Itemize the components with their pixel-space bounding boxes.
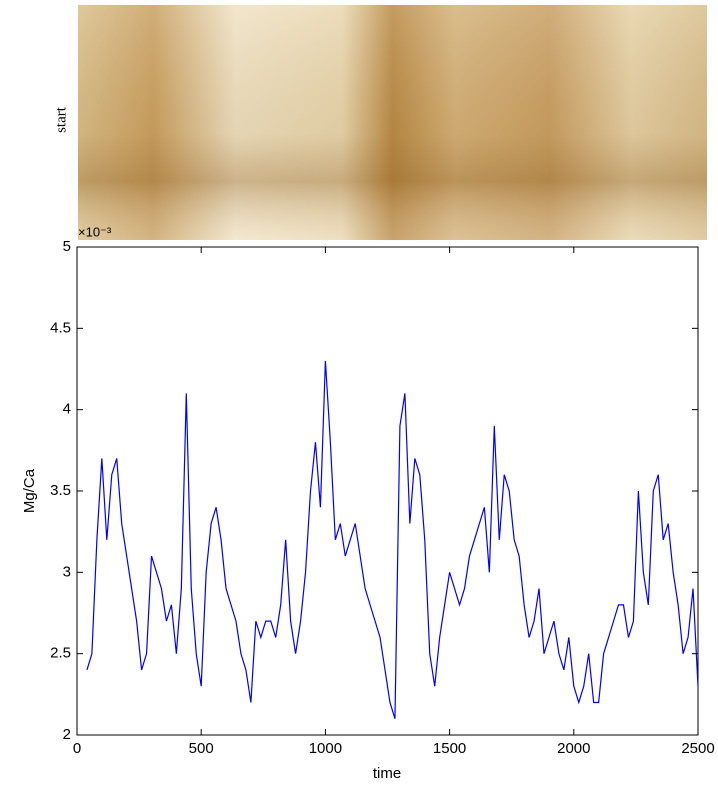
y-multiplier: ×10⁻³ bbox=[78, 224, 112, 239]
x-tick-label: 2000 bbox=[557, 740, 590, 757]
y-tick-label: 4.5 bbox=[50, 319, 71, 336]
y-tick-label: 5 bbox=[63, 238, 71, 255]
data-line bbox=[86, 360, 699, 719]
x-tick-label: 1000 bbox=[309, 740, 342, 757]
x-axis-label: time bbox=[373, 765, 401, 782]
y-tick-label: 4 bbox=[63, 401, 71, 418]
shell-image-shade bbox=[78, 5, 707, 240]
y-axis-label: Mg/Ca bbox=[21, 468, 38, 513]
y-tick-label: 3.5 bbox=[50, 482, 71, 499]
y-tick-label: 3 bbox=[63, 563, 71, 580]
x-tick-label: 0 bbox=[73, 740, 81, 757]
x-tick-label: 1500 bbox=[433, 740, 466, 757]
image-label: start bbox=[53, 106, 69, 133]
x-tick-label: 2500 bbox=[681, 740, 714, 757]
plot-frame bbox=[76, 246, 699, 736]
x-tick-label: 500 bbox=[189, 740, 214, 757]
y-tick-label: 2.5 bbox=[50, 645, 71, 662]
y-tick-label: 2 bbox=[63, 726, 71, 743]
